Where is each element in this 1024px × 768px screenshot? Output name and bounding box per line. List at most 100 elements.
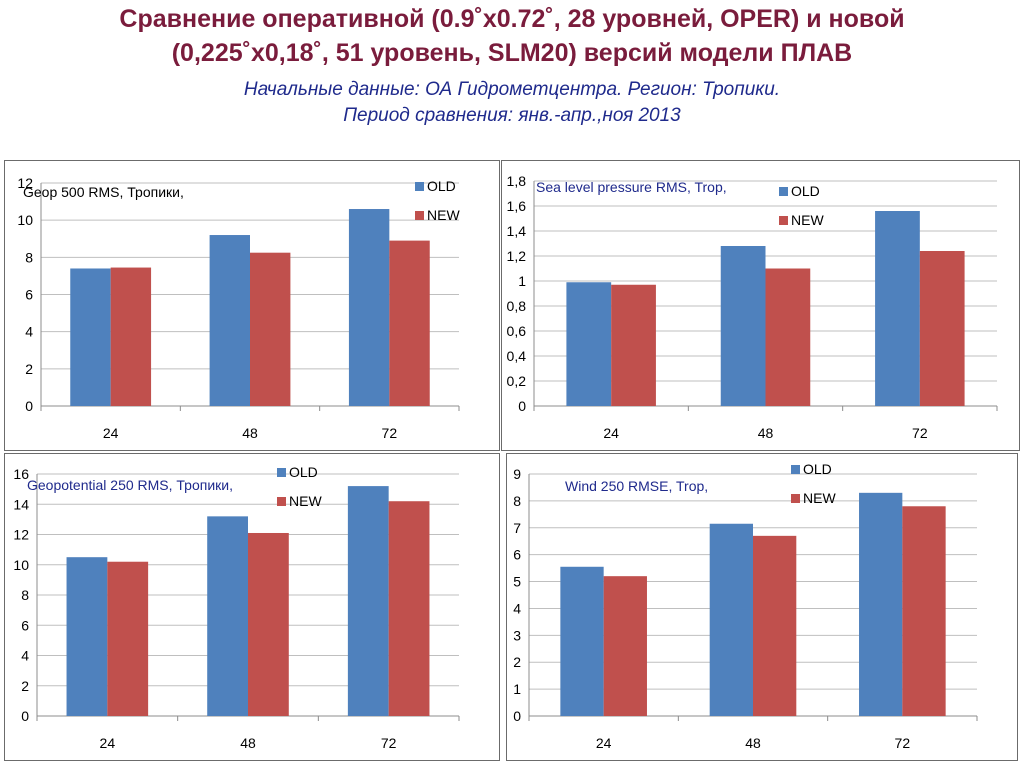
legend-swatch-old — [791, 465, 800, 474]
legend-label-new: NEW — [791, 212, 824, 228]
legend-swatch-new — [415, 211, 424, 220]
bar-old-72 — [347, 486, 389, 716]
page-title: Сравнение оперативной (0.9˚x0.72˚, 28 ур… — [0, 2, 1024, 70]
y-tick-label: 8 — [513, 493, 521, 509]
y-tick-label: 4 — [21, 648, 29, 664]
bar-new-24 — [603, 576, 647, 716]
y-tick-label: 1,2 — [507, 248, 527, 264]
bar-new-24 — [107, 561, 149, 716]
y-tick-label: 6 — [513, 547, 521, 563]
legend-label-old: OLD — [791, 183, 820, 199]
y-tick-label: 0 — [518, 398, 526, 414]
y-tick-label: 8 — [25, 249, 33, 265]
x-tick-label: 72 — [895, 735, 911, 751]
chart-1-svg: 0 0,2 0,4 0,6 0,8 1 1,2 1,4 1,6 1,8 24 48 72 Sea leve… — [507, 173, 998, 441]
bar-new-72 — [919, 251, 965, 406]
y-tick-label: 1 — [513, 681, 521, 697]
y-tick-label: 0 — [513, 708, 521, 724]
x-tick-label: 72 — [381, 735, 397, 751]
chart-title: Sea level pressure RMS, Trop, — [536, 179, 727, 195]
x-tick-label: 48 — [758, 425, 774, 441]
page-title-line-1: Сравнение оперативной (0.9˚x0.72˚, 28 ур… — [119, 5, 905, 33]
y-tick-label: 6 — [25, 287, 33, 303]
y-tick-label: 4 — [25, 324, 33, 340]
page-title-line-2: (0,225˚x0,18˚, 51 уровень, SLM20) версий… — [171, 39, 853, 67]
bar-old-24 — [66, 557, 108, 716]
x-tick-label: 48 — [242, 425, 258, 441]
x-tick-label: 24 — [100, 735, 116, 751]
x-tick-label: 24 — [596, 735, 612, 751]
bar-new-24 — [611, 284, 656, 406]
chart-title: Wind 250 RMSE, Trop, — [565, 478, 708, 494]
y-tick-label: 3 — [513, 627, 521, 643]
y-tick-label: 1 — [518, 273, 526, 289]
y-tick-label: 2 — [513, 654, 521, 670]
y-tick-label: 16 — [13, 466, 29, 482]
y-tick-label: 7 — [513, 520, 521, 536]
bar-old-48 — [207, 516, 248, 716]
x-tick-label: 72 — [912, 425, 928, 441]
bar-old-48 — [720, 246, 766, 406]
bar-old-72 — [859, 492, 903, 716]
x-tick-label: 48 — [745, 735, 761, 751]
chart-title: Geopotential 250 RMS, Тропики, — [27, 477, 233, 493]
y-tick-label: 0,6 — [507, 323, 527, 339]
bar-new-24 — [110, 267, 152, 406]
y-tick-label: 9 — [513, 466, 521, 482]
y-tick-label: 1,6 — [507, 198, 527, 214]
y-tick-label: 1,4 — [507, 223, 527, 239]
bar-old-72 — [348, 209, 390, 406]
chart-panel-wind-250: 0 1 2 3 4 5 6 7 8 9 24 48 72 Wind 250 RMSE, Trop, OLD N… — [506, 453, 1018, 761]
page-subtitle-line-2: Период сравнения: янв.-апр.,ноя 2013 — [343, 105, 681, 126]
x-tick-label: 24 — [603, 425, 619, 441]
chart-title: Geop 500 RMS, Тропики, — [23, 184, 184, 200]
bar-old-24 — [70, 268, 111, 406]
y-tick-label: 2 — [21, 678, 29, 694]
legend-swatch-new — [791, 494, 800, 503]
y-tick-label: 0,4 — [507, 348, 527, 364]
legend-swatch-old — [779, 187, 788, 196]
chart-panel-geop-500: 0 2 4 6 8 10 12 24 48 72 Geop 500 RMS, Тропики, OLD… — [4, 160, 500, 451]
bar-new-72 — [902, 506, 946, 716]
bar-old-24 — [560, 566, 604, 716]
y-tick-label: 0 — [25, 398, 33, 414]
y-tick-label: 14 — [13, 496, 29, 512]
y-tick-label: 12 — [17, 175, 33, 191]
y-tick-label: 1,8 — [507, 173, 527, 189]
bar-new-72 — [388, 501, 430, 716]
chart-panel-geopotential-250: 0 2 4 6 8 10 12 14 16 24 48 72 Geopotential 250 RMS,… — [4, 453, 500, 761]
y-tick-label: 12 — [13, 527, 29, 543]
legend-label-old: OLD — [427, 178, 456, 194]
bar-old-24 — [566, 282, 612, 406]
bar-new-48 — [753, 535, 797, 716]
chart-3-svg: 0 1 2 3 4 5 6 7 8 9 24 48 72 Wind 250 RMSE, Trop, OLD N… — [513, 461, 978, 751]
legend-swatch-old — [415, 182, 424, 191]
chart-panel-sea-level-pressure: 0 0,2 0,4 0,6 0,8 1 1,2 1,4 1,6 1,8 24 48 72 Sea leve… — [501, 160, 1020, 451]
bar-new-72 — [389, 240, 430, 406]
legend-label-new: NEW — [427, 207, 460, 223]
y-tick-label: 6 — [21, 617, 29, 633]
legend-swatch-new — [779, 216, 788, 225]
bar-new-48 — [248, 532, 289, 716]
bar-new-48 — [765, 268, 811, 406]
page-subtitle-line-1: Начальные данные: ОА Гидрометцентра. Рег… — [243, 79, 781, 100]
legend-label-new: NEW — [289, 493, 322, 509]
y-tick-label: 8 — [21, 587, 29, 603]
legend-swatch-new — [277, 497, 286, 506]
y-tick-label: 10 — [13, 557, 29, 573]
bar-old-72 — [875, 211, 920, 406]
legend-label-new: NEW — [803, 490, 836, 506]
bar-old-48 — [209, 235, 250, 406]
x-tick-label: 72 — [382, 425, 398, 441]
x-tick-label: 24 — [103, 425, 119, 441]
legend-label-old: OLD — [803, 461, 832, 477]
y-tick-label: 2 — [25, 361, 33, 377]
y-tick-label: 0,8 — [507, 298, 527, 314]
bar-new-48 — [250, 252, 291, 406]
y-tick-label: 4 — [513, 600, 521, 616]
y-tick-label: 10 — [17, 212, 33, 228]
legend-swatch-old — [277, 468, 286, 477]
y-tick-label: 0,2 — [507, 373, 527, 389]
bar-old-48 — [709, 523, 753, 716]
